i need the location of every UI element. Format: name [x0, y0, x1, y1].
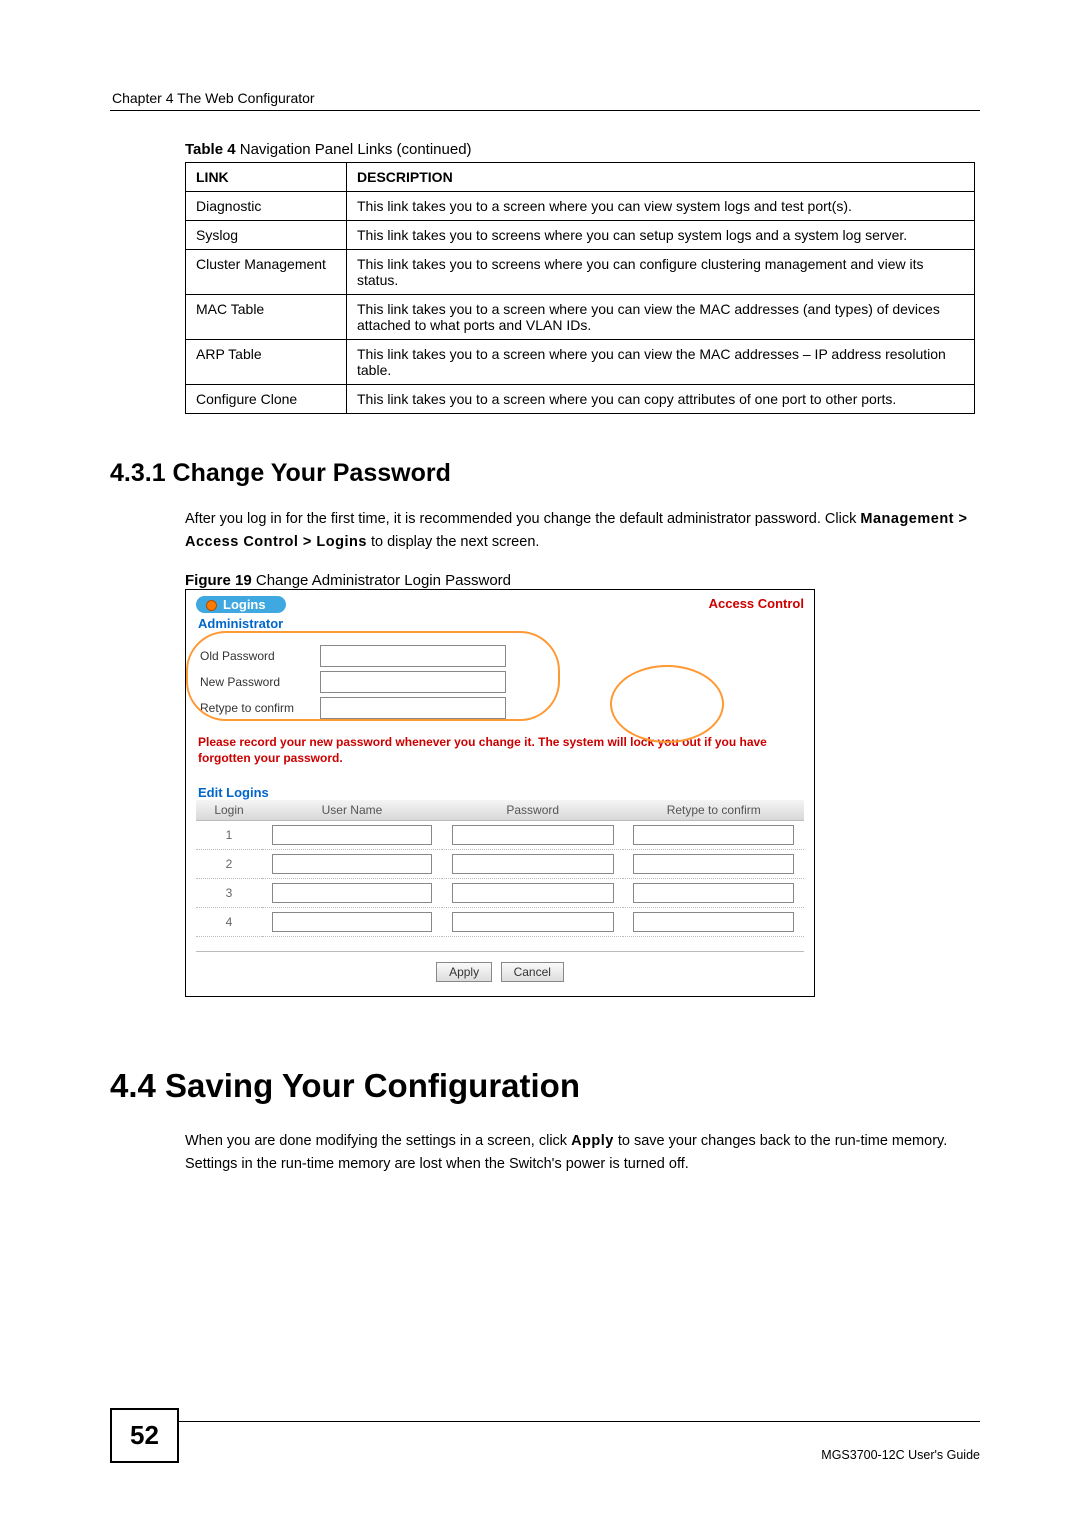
retype-input[interactable] [633, 912, 794, 932]
old-password-label: Old Password [200, 649, 320, 663]
table4-caption: Table 4 Navigation Panel Links (continue… [185, 141, 980, 158]
table-row: Configure CloneThis link takes you to a … [186, 385, 975, 414]
cell-link: Cluster Management [186, 250, 347, 295]
administrator-label: Administrator [198, 616, 804, 631]
access-control-link[interactable]: Access Control [709, 596, 804, 611]
password-input[interactable] [452, 912, 614, 932]
old-password-input[interactable] [320, 645, 506, 667]
username-input[interactable] [272, 854, 433, 874]
new-password-label: New Password [200, 675, 320, 689]
cell-desc: This link takes you to a screen where yo… [347, 340, 975, 385]
password-warning: Please record your new password whenever… [198, 735, 804, 766]
table4-caption-bold: Table 4 [185, 141, 236, 158]
username-input[interactable] [272, 912, 433, 932]
admin-password-group: Old Password New Password Retype to conf… [192, 635, 804, 729]
new-password-row: New Password [200, 671, 796, 693]
table-header-row: LINK DESCRIPTION [186, 163, 975, 192]
table-row: Cluster ManagementThis link takes you to… [186, 250, 975, 295]
para-pre: After you log in for the first time, it … [185, 511, 860, 527]
heading-4-3-1: 4.3.1 Change Your Password [110, 459, 980, 488]
edit-logins-table: Login User Name Password Retype to confi… [196, 800, 804, 937]
figure-button-row: Apply Cancel [196, 951, 804, 982]
new-password-input[interactable] [320, 671, 506, 693]
th-login: Login [196, 800, 262, 821]
logins-tab-label: Logins [223, 597, 266, 612]
th-retype: Retype to confirm [623, 800, 804, 821]
cell-desc: This link takes you to screens where you… [347, 250, 975, 295]
chapter-header: Chapter 4 The Web Configurator [110, 90, 980, 106]
retype-input[interactable] [633, 825, 794, 845]
login-num: 3 [196, 878, 262, 907]
edit-logins-row: 2 [196, 849, 804, 878]
cell-desc: This link takes you to screens where you… [347, 221, 975, 250]
figure19-screenshot: Logins Access Control Administrator Old … [185, 589, 815, 996]
table4-caption-rest: Navigation Panel Links (continued) [236, 141, 472, 158]
para44-pre: When you are done modifying the settings… [185, 1133, 571, 1149]
cell-desc: This link takes you to a screen where yo… [347, 385, 975, 414]
edit-logins-header: Login User Name Password Retype to confi… [196, 800, 804, 821]
figure19-caption: Figure 19 Change Administrator Login Pas… [185, 572, 980, 589]
cell-desc: This link takes you to a screen where yo… [347, 192, 975, 221]
password-input[interactable] [452, 883, 614, 903]
figure19-caption-rest: Change Administrator Login Password [252, 572, 511, 589]
table-row: ARP TableThis link takes you to a screen… [186, 340, 975, 385]
edit-logins-label: Edit Logins [198, 785, 804, 800]
table-row: MAC TableThis link takes you to a screen… [186, 295, 975, 340]
edit-logins-row: 3 [196, 878, 804, 907]
th-link: LINK [186, 163, 347, 192]
th-username: User Name [262, 800, 442, 821]
login-num: 1 [196, 820, 262, 849]
para-post: to display the next screen. [367, 534, 540, 550]
edit-logins-row: 1 [196, 820, 804, 849]
username-input[interactable] [272, 825, 433, 845]
old-password-row: Old Password [200, 645, 796, 667]
page-footer: 52 MGS3700-12C User's Guide [110, 1421, 980, 1477]
cell-link: MAC Table [186, 295, 347, 340]
cancel-button[interactable]: Cancel [501, 962, 564, 982]
retype-input[interactable] [633, 883, 794, 903]
cell-link: Syslog [186, 221, 347, 250]
apply-button[interactable]: Apply [436, 962, 492, 982]
heading-4-4: 4.4 Saving Your Configuration [110, 1067, 980, 1105]
retype-row: Retype to confirm [200, 697, 796, 719]
table-row: DiagnosticThis link takes you to a scree… [186, 192, 975, 221]
guide-name: MGS3700-12C User's Guide [821, 1448, 980, 1462]
page-number: 52 [110, 1408, 179, 1463]
para-4-4: When you are done modifying the settings… [185, 1130, 975, 1176]
figure19-caption-bold: Figure 19 [185, 572, 252, 589]
cell-link: Configure Clone [186, 385, 347, 414]
th-description: DESCRIPTION [347, 163, 975, 192]
cell-desc: This link takes you to a screen where yo… [347, 295, 975, 340]
password-input[interactable] [452, 854, 614, 874]
tab-dot-icon [206, 600, 217, 611]
edit-logins-row: 4 [196, 907, 804, 936]
table-row: SyslogThis link takes you to screens whe… [186, 221, 975, 250]
logins-tab[interactable]: Logins [196, 596, 286, 613]
header-rule [110, 110, 980, 111]
retype-label: Retype to confirm [200, 701, 320, 715]
para-4-3-1: After you log in for the first time, it … [185, 508, 975, 554]
th-password: Password [442, 800, 623, 821]
navigation-links-table: LINK DESCRIPTION DiagnosticThis link tak… [185, 162, 975, 414]
cell-link: ARP Table [186, 340, 347, 385]
login-num: 2 [196, 849, 262, 878]
username-input[interactable] [272, 883, 433, 903]
password-input[interactable] [452, 825, 614, 845]
retype-input[interactable] [320, 697, 506, 719]
apply-word: Apply [571, 1133, 614, 1149]
login-num: 4 [196, 907, 262, 936]
retype-input[interactable] [633, 854, 794, 874]
cell-link: Diagnostic [186, 192, 347, 221]
